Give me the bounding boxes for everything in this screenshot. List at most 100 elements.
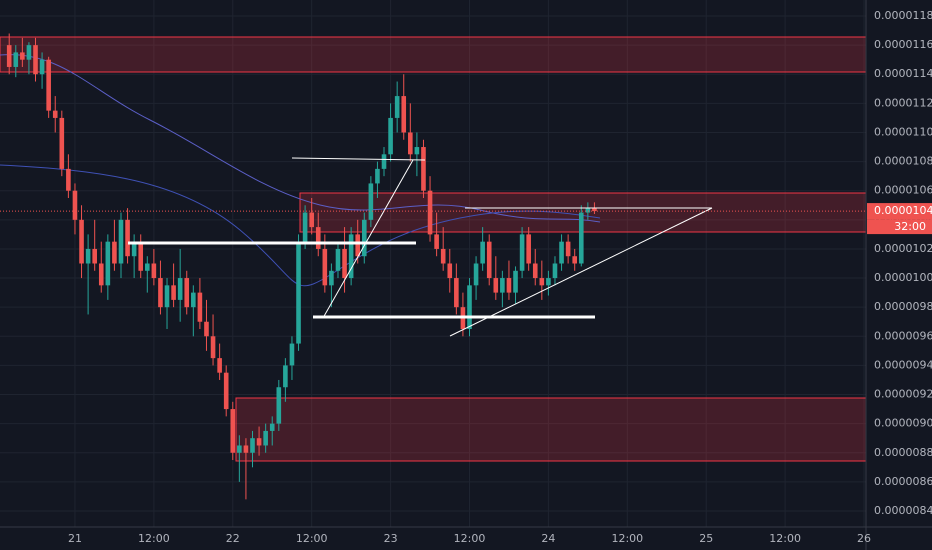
countdown-label: 32:00	[894, 220, 926, 233]
candle-body	[20, 52, 25, 60]
zone	[0, 36, 867, 73]
candle-body	[237, 445, 242, 453]
candle-body	[72, 190, 78, 220]
candle-body	[414, 147, 420, 155]
candle-body	[394, 96, 400, 118]
candle-body	[151, 263, 157, 279]
candle-body	[532, 263, 538, 279]
candle-body	[526, 234, 531, 264]
candle-body	[546, 278, 551, 286]
candle-body	[112, 241, 117, 264]
candle-body	[500, 278, 505, 293]
candle-body	[217, 358, 222, 373]
candle-body	[388, 117, 393, 155]
candle-body	[256, 438, 262, 446]
x-tick-label: 26	[857, 532, 871, 545]
candle-body	[519, 234, 525, 271]
candle-body	[381, 154, 387, 169]
candle-body	[335, 248, 341, 271]
candle-body	[565, 241, 571, 257]
candle-body	[506, 278, 512, 293]
y-tick-label: 0.00000840	[874, 504, 932, 517]
candle-body	[177, 278, 183, 300]
candle-body	[559, 241, 564, 264]
candle-body	[144, 263, 150, 271]
candle-body	[302, 212, 308, 242]
candle-body	[348, 234, 354, 279]
grid	[0, 0, 866, 527]
candle-body	[158, 278, 163, 308]
candle-body	[454, 278, 459, 308]
candle-body	[131, 241, 137, 257]
candle-body	[118, 219, 124, 264]
last-price-box	[867, 203, 932, 220]
trend-line	[322, 159, 414, 319]
candle-body	[210, 336, 216, 359]
moving-average	[0, 164, 601, 287]
candle-body	[289, 343, 295, 366]
candle-body	[440, 248, 446, 264]
candle-body	[191, 292, 196, 308]
candle-body	[59, 117, 65, 169]
candle-body	[592, 208, 597, 212]
candle-body	[322, 248, 328, 286]
candle-body	[197, 292, 203, 322]
candle-body	[250, 438, 255, 453]
candle-body	[296, 241, 301, 344]
last-price-label: 0.00001046	[874, 204, 932, 217]
trend-line	[291, 157, 426, 161]
candle-body	[79, 219, 84, 264]
candle-body	[329, 270, 334, 286]
zone	[235, 397, 867, 462]
x-tick-label: 21	[68, 532, 82, 545]
x-tick-label: 12:00	[454, 532, 486, 545]
candle-body	[342, 248, 347, 279]
candle-body	[513, 270, 518, 293]
candle-body	[375, 168, 380, 184]
candle-body	[486, 241, 492, 279]
candle-body	[427, 190, 433, 235]
candle-body	[125, 219, 130, 257]
x-tick-label: 24	[541, 532, 555, 545]
candle-body	[539, 278, 545, 286]
x-tick-label: 22	[226, 532, 240, 545]
candle-body	[230, 409, 236, 453]
candle-body	[52, 110, 58, 118]
candle-body	[283, 365, 288, 388]
candle-body	[98, 263, 104, 286]
candle-body	[204, 321, 209, 337]
candle-body	[493, 278, 499, 293]
candle-body	[171, 285, 176, 300]
candle-body	[33, 45, 38, 75]
candle-body	[46, 59, 51, 111]
candle-body	[92, 248, 97, 264]
candle-body	[269, 423, 275, 431]
candle-body	[309, 212, 314, 228]
x-tick-label: 25	[699, 532, 713, 545]
candle-body	[467, 285, 472, 330]
candle-body	[473, 263, 479, 286]
x-tick-label: 12:00	[769, 532, 801, 545]
candle-body	[164, 285, 170, 308]
candles	[6, 33, 597, 500]
candle-body	[315, 227, 321, 249]
candle-body	[585, 208, 591, 213]
candle-body	[263, 430, 268, 446]
candle-body	[361, 219, 367, 257]
candle-body	[578, 212, 584, 264]
candle-body	[184, 278, 190, 308]
moving-average	[0, 54, 601, 223]
